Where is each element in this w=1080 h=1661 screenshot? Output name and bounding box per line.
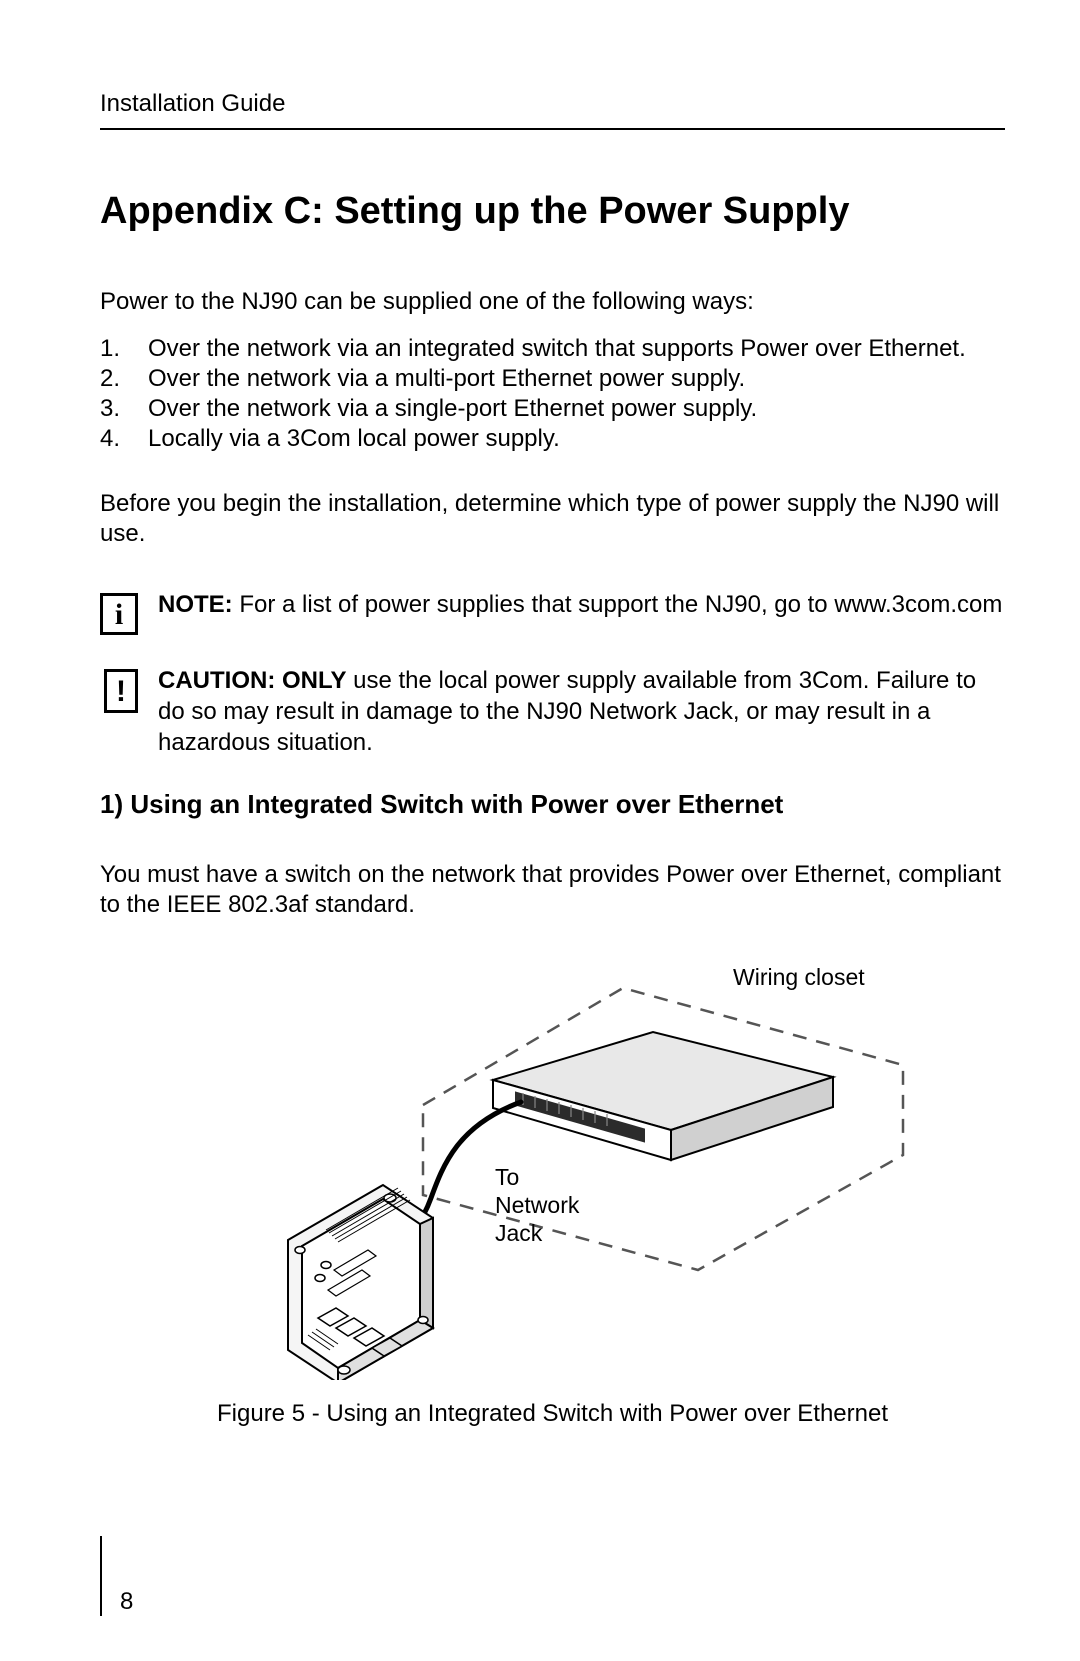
wiring-closet-label: Wiring closet bbox=[733, 964, 865, 990]
info-icon: i bbox=[100, 593, 140, 635]
figure-diagram: Wiring closet bbox=[193, 950, 913, 1380]
note-callout: i NOTE: For a list of power supplies tha… bbox=[100, 589, 1005, 635]
to-network-jack-line2: Network bbox=[495, 1192, 580, 1218]
list-item: 3. Over the network via a single-port Et… bbox=[100, 394, 1005, 424]
caution-icon: ! bbox=[100, 669, 140, 711]
note-body: For a list of power supplies that suppor… bbox=[233, 591, 1003, 618]
info-icon-glyph: i bbox=[100, 593, 138, 635]
list-item: 1. Over the network via an integrated sw… bbox=[100, 334, 1005, 364]
section-subhead: 1) Using an Integrated Switch with Power… bbox=[100, 789, 1005, 820]
caution-text: CAUTION: ONLY use the local power supply… bbox=[158, 665, 1005, 759]
to-network-jack-line1: To bbox=[495, 1164, 519, 1190]
figure-5: Wiring closet bbox=[100, 950, 1005, 1428]
section-paragraph: You must have a switch on the network th… bbox=[100, 860, 1005, 920]
note-text: NOTE: For a list of power supplies that … bbox=[158, 589, 1005, 620]
page-number-value: 8 bbox=[120, 1588, 133, 1616]
list-text: Over the network via an integrated switc… bbox=[148, 334, 1005, 364]
list-text: Over the network via a multi-port Ethern… bbox=[148, 364, 1005, 394]
power-methods-list: 1. Over the network via an integrated sw… bbox=[100, 334, 1005, 454]
list-number: 2. bbox=[100, 364, 148, 394]
intro-paragraph: Power to the NJ90 can be supplied one of… bbox=[100, 288, 1005, 316]
list-item: 2. Over the network via a multi-port Eth… bbox=[100, 364, 1005, 394]
list-text: Locally via a 3Com local power supply. bbox=[148, 424, 1005, 454]
list-number: 3. bbox=[100, 394, 148, 424]
figure-caption: Figure 5 - Using an Integrated Switch wi… bbox=[100, 1400, 1005, 1428]
appendix-title: Appendix C: Setting up the Power Supply bbox=[100, 190, 1005, 233]
document-page: Installation Guide Appendix C: Setting u… bbox=[0, 0, 1080, 1661]
note-bold: NOTE: bbox=[158, 591, 233, 618]
caution-bold: CAUTION: ONLY bbox=[158, 667, 346, 694]
list-number: 1. bbox=[100, 334, 148, 364]
list-text: Over the network via a single-port Ether… bbox=[148, 394, 1005, 424]
to-network-jack-line3: Jack bbox=[495, 1220, 543, 1246]
page-number: 8 bbox=[100, 1536, 133, 1616]
list-number: 4. bbox=[100, 424, 148, 454]
list-item: 4. Locally via a 3Com local power supply… bbox=[100, 424, 1005, 454]
caution-icon-glyph: ! bbox=[104, 669, 138, 713]
before-paragraph: Before you begin the installation, deter… bbox=[100, 489, 1005, 549]
caution-callout: ! CAUTION: ONLY use the local power supp… bbox=[100, 665, 1005, 759]
running-head: Installation Guide bbox=[100, 90, 1005, 130]
